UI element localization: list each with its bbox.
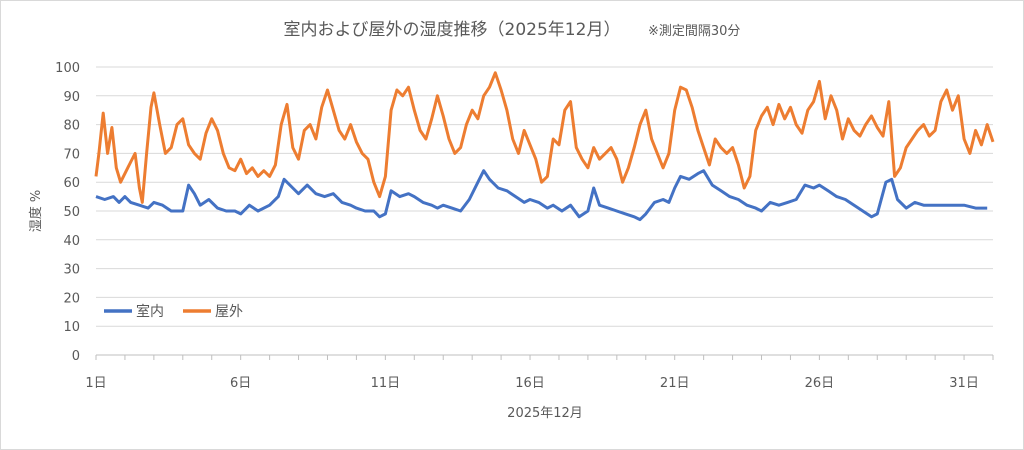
chart-subtitle: ※測定間隔30分 — [648, 24, 740, 39]
y-tick-label: 80 — [63, 119, 80, 134]
gridlines — [96, 66, 993, 327]
y-tick-label: 10 — [63, 320, 80, 335]
series-line-indoor — [95, 169, 988, 222]
y-tick-label: 20 — [63, 291, 80, 306]
y-tick-label: 0 — [72, 349, 80, 364]
legend-label-indoor: 室内 — [136, 303, 164, 320]
series-line-outdoor — [94, 71, 995, 204]
y-tick-labels: 0 10 20 30 40 50 60 70 80 90 100 — [55, 61, 80, 364]
x-tick-label: 26日 — [805, 376, 835, 391]
y-tick-label: 60 — [63, 176, 80, 191]
y-tick-label: 70 — [63, 147, 80, 162]
chart-title: 室内および屋外の湿度推移（2025年12月） — [284, 20, 621, 40]
legend-label-outdoor: 屋外 — [215, 304, 243, 320]
x-tick-labels: 1日 6日 11日 16日 21日 26日 31日 — [85, 376, 978, 391]
series-lines — [94, 71, 995, 222]
y-axis-label: 湿度 % — [28, 190, 44, 233]
x-axis — [95, 354, 994, 360]
x-tick-label: 6日 — [230, 376, 251, 391]
y-tick-label: 50 — [63, 205, 80, 220]
x-tick-label: 21日 — [660, 376, 690, 391]
x-tick-label: 16日 — [515, 376, 545, 391]
legend: 室内 屋外 — [104, 303, 243, 320]
y-tick-label: 90 — [63, 90, 80, 105]
x-tick-label: 31日 — [949, 376, 979, 391]
y-tick-label: 100 — [55, 61, 80, 76]
x-tick-label: 1日 — [85, 376, 106, 391]
x-tick-label: 11日 — [371, 376, 401, 391]
y-tick-label: 40 — [63, 234, 80, 249]
y-tick-label: 30 — [63, 263, 80, 278]
x-axis-label: 2025年12月 — [507, 406, 583, 421]
